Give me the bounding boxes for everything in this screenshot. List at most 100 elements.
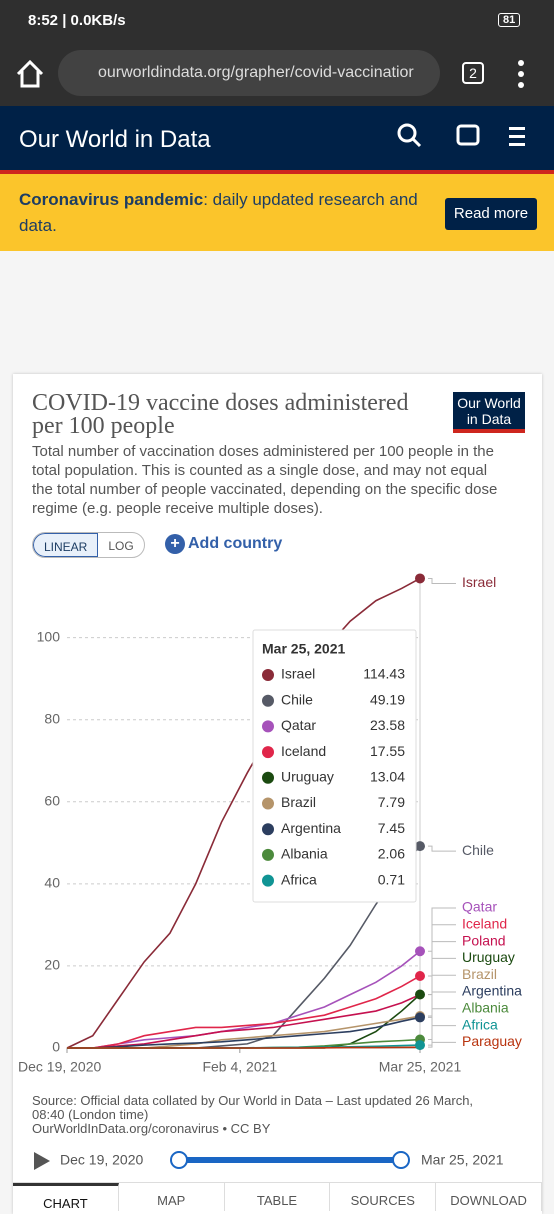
scale-toggle: LINEAR LOG (32, 532, 145, 558)
source-link[interactable]: OurWorldInData.org/coronavirus • CC BY (32, 1121, 271, 1136)
y-tick-label: 80 (44, 710, 60, 726)
series-label: Israel (462, 574, 496, 590)
status-bar: 8:52 | 0.0KB/s 81 (0, 0, 554, 42)
series-label: Albania (462, 1000, 509, 1016)
url-field[interactable]: ourworldindata.org/grapher/covid-vaccina… (58, 50, 440, 96)
tooltip-value: 7.79 (378, 794, 405, 810)
logo-line: in Data (466, 411, 512, 427)
logo-line: Our World (457, 395, 521, 411)
end-point (415, 1012, 425, 1023)
tooltip (252, 629, 417, 903)
label-connector (428, 1041, 456, 1048)
end-point (415, 1040, 425, 1051)
series-label: Chile (462, 842, 494, 858)
tooltip-swatch (262, 797, 274, 810)
tooltip-name: Argentina (281, 820, 341, 836)
tooltip-name: Israel (281, 666, 315, 682)
timeline-start: Dec 19, 2020 (60, 1152, 143, 1168)
tooltip-swatch (262, 823, 274, 836)
label-connector (428, 1008, 456, 1041)
timeline-handle[interactable] (170, 1151, 188, 1169)
add-country[interactable]: + Add country (165, 534, 282, 554)
label-connector (428, 1025, 456, 1046)
banner: Coronavirus pandemic: daily updated rese… (0, 174, 554, 251)
series-line (66, 577, 421, 1049)
tooltip-swatch (262, 848, 274, 861)
tooltip-value: 17.55 (370, 743, 405, 759)
y-tick-label: 60 (44, 792, 60, 808)
x-tick-label: Feb 4, 2021 (202, 1059, 277, 1075)
banner-bold: Coronavirus pandemic (19, 190, 204, 209)
url-text: ourworldindata.org/grapher/covid-vaccina… (98, 64, 414, 81)
tooltip-value: 0.71 (378, 871, 405, 887)
chart-title: COVID-19 vaccine doses administered per … (32, 390, 409, 439)
tooltip-name: Chile (281, 691, 313, 707)
series-line (67, 950, 421, 1049)
read-more-button[interactable]: Read more (445, 198, 537, 230)
end-point (415, 989, 425, 1000)
x-tick-label: Mar 25, 2021 (379, 1059, 462, 1075)
series-label: Iceland (462, 916, 507, 932)
browser-bar: ourworldindata.org/grapher/covid-vaccina… (0, 42, 554, 106)
y-tick-label: 100 (37, 628, 61, 644)
label-connector (428, 991, 456, 1018)
status-time: 8:52 | 0.0KB/s (28, 12, 126, 29)
battery: 81 (498, 13, 521, 27)
end-point (415, 946, 425, 957)
tooltip-swatch (262, 771, 274, 784)
tooltip-swatch (262, 694, 274, 707)
series-label: Brazil (462, 966, 497, 982)
banner-text: : daily updated research and data. (19, 190, 418, 235)
log-button[interactable]: LOG (108, 539, 134, 553)
add-country-text: Add country (188, 535, 283, 552)
tooltip-value: 2.06 (378, 846, 405, 862)
menu-icon[interactable] (516, 59, 526, 89)
site-header: Our World in Data (0, 106, 554, 174)
end-point (415, 970, 425, 981)
header-icons[interactable] (395, 120, 525, 160)
series-line (67, 975, 421, 1049)
tabs-count[interactable]: 2 (462, 62, 484, 84)
end-point (415, 841, 425, 852)
tooltip-swatch (262, 874, 274, 887)
tooltip-swatch (262, 669, 274, 681)
y-tick-label: 20 (44, 957, 60, 973)
timeline-end: Mar 25, 2021 (421, 1152, 504, 1168)
series-line (67, 1016, 421, 1049)
logo: Our World in Data (453, 392, 525, 433)
y-tick-label: 0 (52, 1039, 60, 1055)
tooltip-value: 13.04 (370, 769, 405, 785)
series-label: Uruguay (462, 949, 515, 965)
source: Source: Official data collated by Our Wo… (32, 1094, 502, 1136)
tooltip-value: 7.45 (378, 820, 405, 836)
chart-subtitle: Total number of vaccination doses admini… (32, 443, 498, 517)
label-connector (428, 577, 456, 584)
home-icon[interactable] (10, 54, 50, 94)
tooltip-title: Mar 25, 2021 (262, 641, 345, 657)
series-label: Paraguay (462, 1033, 522, 1049)
x-tick-label: Dec 19, 2020 (18, 1059, 101, 1075)
tooltip-swatch (262, 746, 274, 759)
y-tick-label: 40 (44, 875, 60, 891)
timeline-handle[interactable] (392, 1151, 410, 1169)
label-connector (428, 845, 456, 852)
linear-button[interactable]: LINEAR (33, 533, 99, 557)
play-button[interactable] (34, 1152, 50, 1170)
tooltip-name: Africa (281, 871, 317, 887)
series-label: Argentina (462, 983, 522, 999)
tooltip-name: Qatar (281, 717, 316, 733)
site-name[interactable]: Our World in Data (19, 126, 211, 153)
tooltip-name: Uruguay (281, 769, 334, 785)
series-label: Qatar (462, 899, 497, 915)
end-point (415, 573, 425, 584)
tooltip-value: 49.19 (370, 691, 405, 707)
tooltip-value: 114.43 (363, 666, 405, 682)
tooltip-swatch (262, 720, 274, 733)
series-label: Africa (462, 1016, 498, 1032)
tooltip-value: 23.58 (370, 717, 405, 733)
series-label: Poland (462, 932, 506, 948)
tooltip-name: Brazil (281, 794, 316, 810)
series-line (67, 1046, 421, 1049)
